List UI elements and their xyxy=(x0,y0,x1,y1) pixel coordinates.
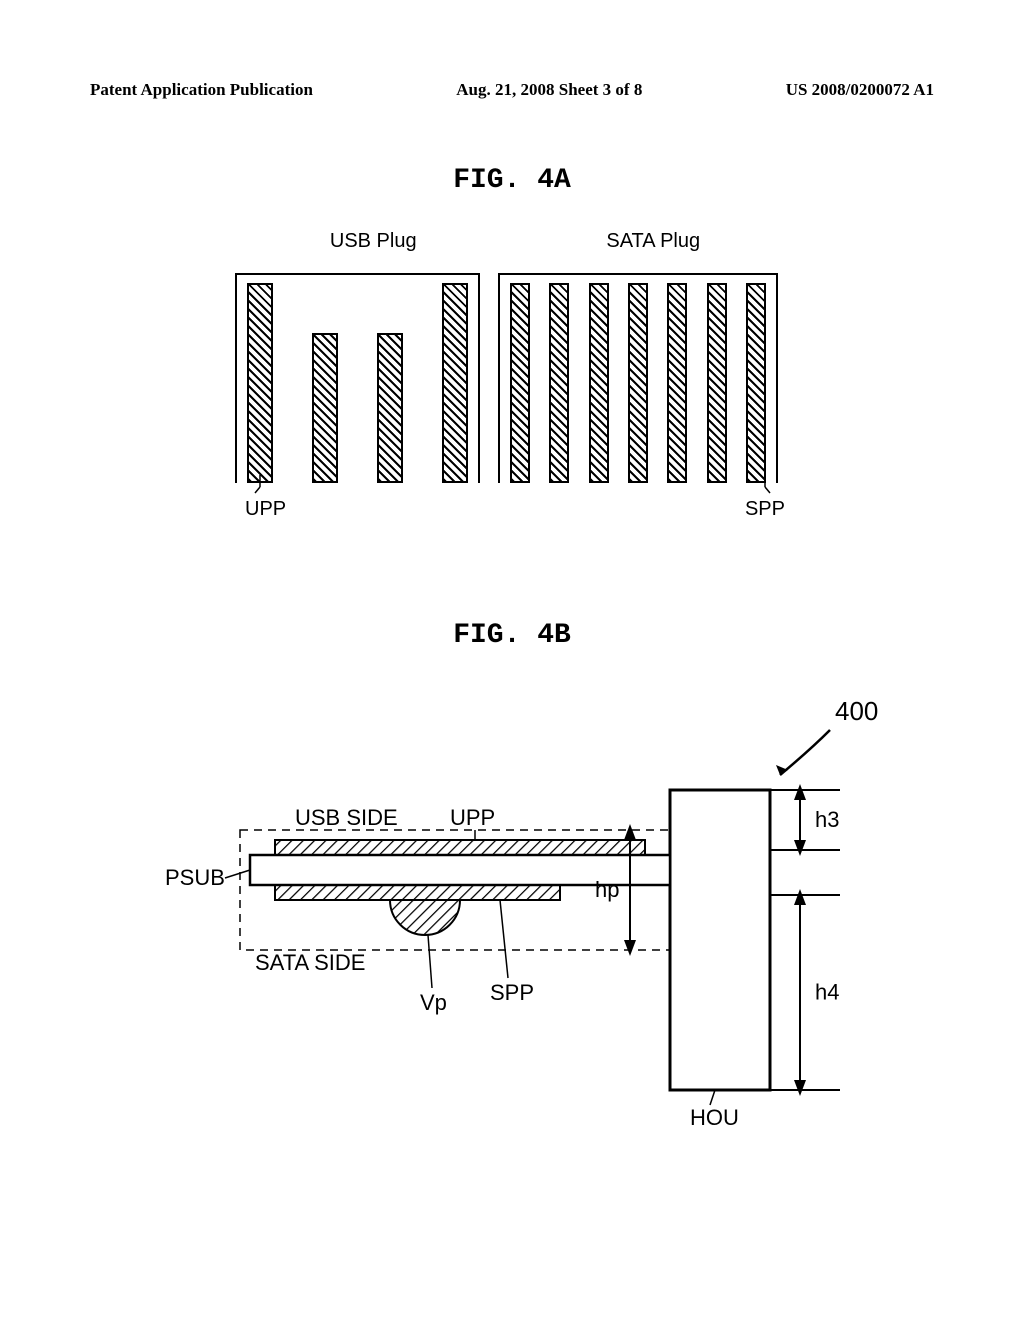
usb-pin xyxy=(377,333,403,483)
svg-text:HOU: HOU xyxy=(690,1105,739,1130)
fig4a-title: FIG. 4A xyxy=(0,165,1024,196)
sata-plug-box xyxy=(498,273,778,483)
fig4a-leaders xyxy=(235,475,795,525)
svg-text:h3: h3 xyxy=(815,807,839,832)
svg-text:Vp: Vp xyxy=(420,990,447,1015)
svg-text:USB SIDE: USB SIDE xyxy=(295,805,398,830)
fig4a-diagram: USB Plug SATA Plug UPP SPP xyxy=(235,230,795,521)
header-center: Aug. 21, 2008 Sheet 3 of 8 xyxy=(456,80,642,100)
sata-pin xyxy=(549,283,569,483)
usb-pin xyxy=(247,283,273,483)
svg-text:SATA SIDE: SATA SIDE xyxy=(255,950,365,975)
sata-pin xyxy=(667,283,687,483)
svg-text:SPP: SPP xyxy=(490,980,534,1005)
sata-pin xyxy=(510,283,530,483)
sata-pin xyxy=(707,283,727,483)
ref-400 xyxy=(780,700,850,757)
header-left: Patent Application Publication xyxy=(90,80,313,100)
svg-text:h4: h4 xyxy=(815,980,839,1005)
usb-pin xyxy=(442,283,468,483)
sata-pin xyxy=(746,283,766,483)
sata-plug-label: SATA Plug xyxy=(606,230,700,253)
header-right: US 2008/0200072 A1 xyxy=(786,80,934,100)
sata-pin xyxy=(628,283,648,483)
usb-plug-box xyxy=(235,273,480,483)
sata-pin xyxy=(589,283,609,483)
fig4b-title: FIG. 4B xyxy=(0,620,1024,651)
svg-text:hp: hp xyxy=(595,877,619,902)
fig4b-diagram: 400h3h4hpUSB SIDEUPPPSUBSATA SIDEVpSPPHO… xyxy=(160,700,910,1130)
svg-text:UPP: UPP xyxy=(450,805,495,830)
usb-plug-label: USB Plug xyxy=(330,230,417,253)
fig4b-svg: 400h3h4hpUSB SIDEUPPPSUBSATA SIDEVpSPPHO… xyxy=(160,700,910,1130)
usb-pin xyxy=(312,333,338,483)
svg-text:PSUB: PSUB xyxy=(165,865,225,890)
page-header: Patent Application Publication Aug. 21, … xyxy=(90,80,934,100)
